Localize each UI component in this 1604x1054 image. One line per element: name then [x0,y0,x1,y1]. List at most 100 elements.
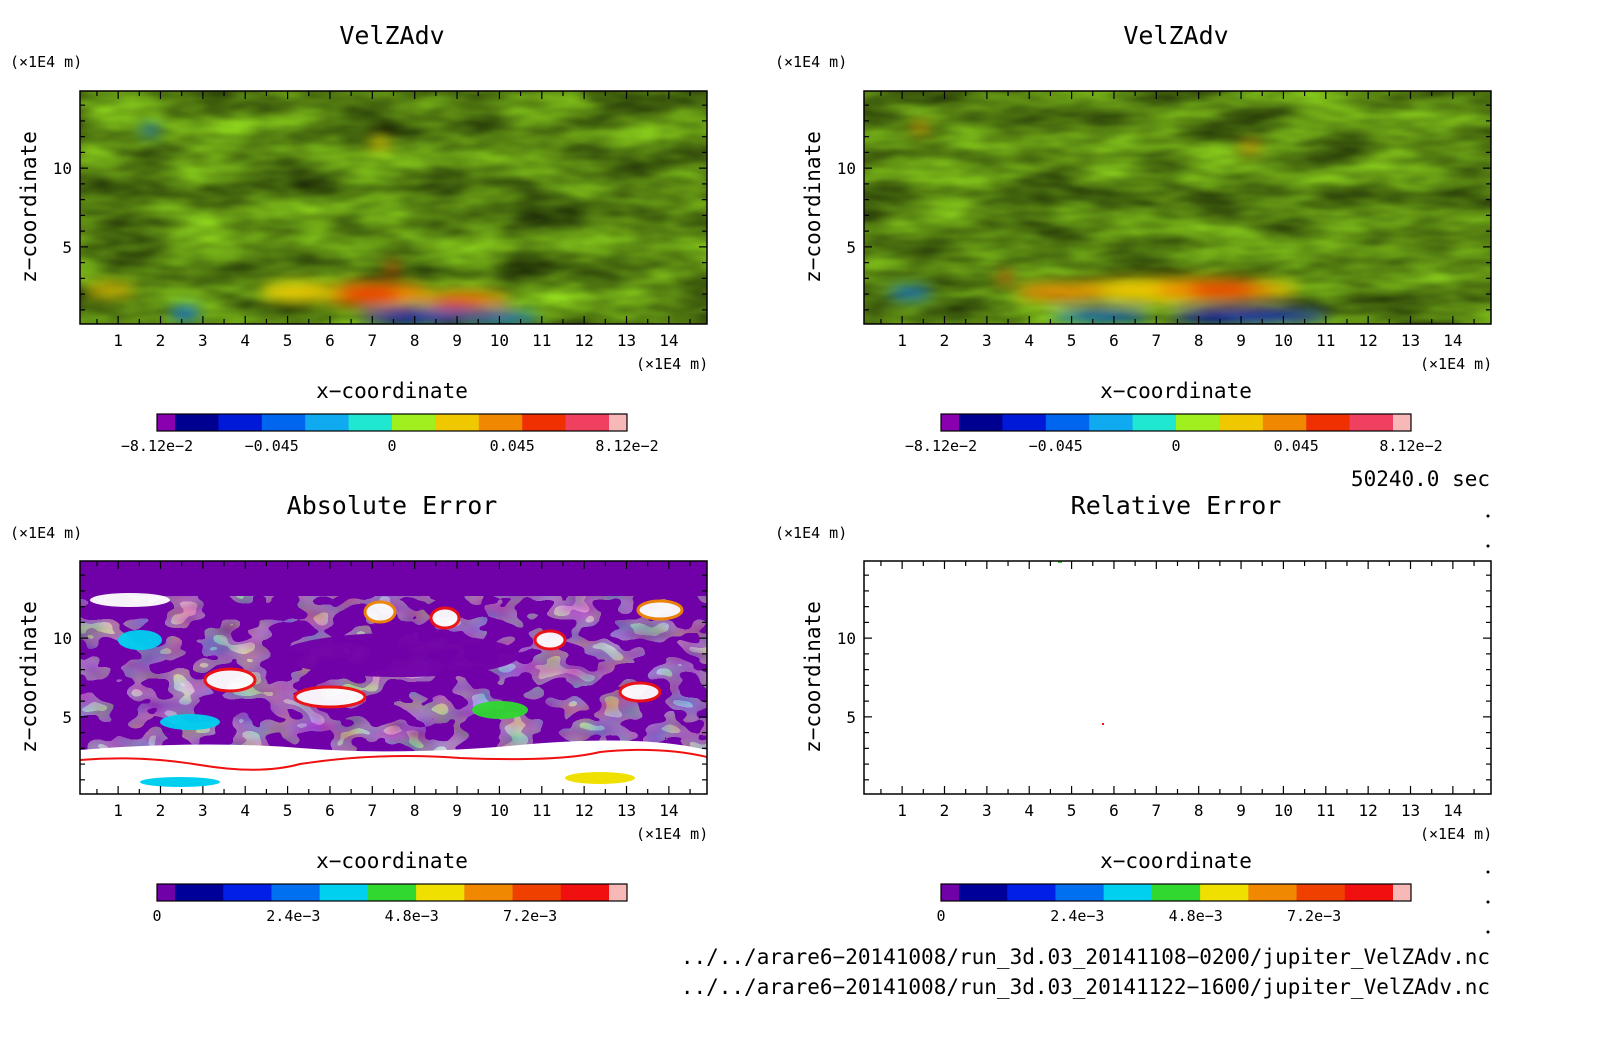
colorbar-segment [1176,414,1220,431]
x-tick-label: 14 [1443,801,1462,820]
x-tick-label: 4 [240,801,250,820]
colorbar-tick-label: 7.2e−3 [1287,907,1341,925]
y-tick-label: 10 [53,159,72,178]
panel-title: VelZAdv [1123,21,1228,50]
colorbar-tick-label: 0 [936,907,945,925]
y-tick-label: 5 [62,708,72,727]
y-unit-label: (×1E4 m) [10,53,82,71]
x-tick-label: 10 [490,801,509,820]
x-axis-label: x−coordinate [316,379,468,403]
x-tick-label: 10 [1274,331,1293,350]
y-tick-label: 5 [846,708,856,727]
x-ticks: 1 2 3 4 5 6 7 8 9 10 11 12 13 14 [96,561,691,820]
x-unit-label: (×1E4 m) [1420,825,1492,843]
colorbar: 0 2.4e−3 4.8e−3 7.2e−3 [152,883,628,925]
colorbar-segment [435,414,480,431]
x-ticks: 1 2 3 4 5 6 7 8 9 10 11 12 13 14 [880,561,1475,820]
panel-title: VelZAdv [339,21,444,50]
colorbar-tick-label: 0.045 [490,437,535,455]
colorbar-segment [305,414,350,431]
x-tick-label: 8 [1194,801,1204,820]
colorbar-segment [175,414,219,431]
x-tick-label: 13 [1401,801,1420,820]
colorbar-segment [1306,414,1351,431]
x-unit-label: (×1E4 m) [636,355,708,373]
colorbar-segment [367,884,417,901]
x-tick-label: 7 [1151,331,1161,350]
colorbar-tick-label: 4.8e−3 [385,907,439,925]
x-tick-label: 6 [1109,801,1119,820]
x-tick-label: 14 [659,801,678,820]
x-tick-label: 3 [982,801,992,820]
x-tick-label: 1 [897,331,907,350]
colorbar-segment [1151,884,1201,901]
x-tick-label: 3 [982,331,992,350]
x-tick-label: 5 [1067,331,1077,350]
colorbar-segment [416,884,465,901]
colorbar-segment [512,884,562,901]
colorbar-tick-label: 0 [387,437,396,455]
colorbar-segment [478,414,523,431]
colorbar-segment [959,884,1008,901]
x-axis-label: x−coordinate [1100,849,1252,873]
colorbar-tick-label: 0.045 [1274,437,1319,455]
y-tick-label: 5 [846,238,856,257]
colorbar-frame [940,883,1412,902]
x-axis-label: x−coordinate [316,849,468,873]
colorbar-tick-label: 0 [152,907,161,925]
colorbar-frame [156,883,628,902]
colorbar-segment [609,884,628,901]
x-tick-label: 14 [1443,331,1462,350]
y-unit-label: (×1E4 m) [775,53,847,71]
x-tick-label: 3 [198,331,208,350]
x-tick-label: 12 [575,331,594,350]
x-tick-label: 1 [113,801,123,820]
x-ticks: 1 2 3 4 5 6 7 8 9 10 11 12 13 14 [880,91,1475,350]
colorbar-segment [157,884,176,901]
colorbar-segment [1349,414,1394,431]
x-tick-label: 11 [532,331,551,350]
x-tick-label: 11 [1316,801,1335,820]
x-tick-label: 12 [1359,331,1378,350]
x-tick-label: 4 [1024,801,1034,820]
time-label: 50240.0 sec [1351,467,1490,491]
y-tick-label: 5 [62,238,72,257]
colorbar-tick-label: 2.4e−3 [1050,907,1104,925]
x-tick-label: 14 [659,331,678,350]
panel-velzadv-2: VelZAdv (×1E4 m) 1 2 3 4 5 6 7 8 9 10 11 12 13 14510 … [775,21,1492,455]
file-path-2: ../../arare6−20141008/run_3d.03_20141122… [681,975,1490,999]
colorbar-tick-label: 8.12e−2 [595,437,658,455]
x-tick-label: 10 [1274,801,1293,820]
colorbar-segment [1219,414,1264,431]
y-tick-label: 10 [837,159,856,178]
x-tick-label: 3 [198,801,208,820]
x-tick-label: 6 [1109,331,1119,350]
colorbar-segment [1296,884,1346,901]
y-unit-label: (×1E4 m) [775,524,847,542]
x-unit-label: (×1E4 m) [636,825,708,843]
colorbar-segment [1262,414,1307,431]
y-ticks: 5 10 [53,574,707,781]
y-unit-label: (×1E4 m) [10,524,82,542]
colorbar-segment [392,414,436,431]
panel-relative-error: Relative Error (×1E4 m) 1 2 3 4 5 6 7 8 9 10 11 12 1… [775,491,1492,925]
heatmap-field [864,91,1491,324]
colorbar-tick-label: −8.12e−2 [121,437,193,455]
colorbar-tick-label: −8.12e−2 [905,437,977,455]
x-tick-label: 6 [325,331,335,350]
colorbar-frame [156,413,628,432]
colorbar-segment [1248,884,1298,901]
colorbar-tick-label: −0.045 [1029,437,1083,455]
colorbar-tick-label: 2.4e−3 [266,907,320,925]
colorbar-tick-label: 8.12e−2 [1379,437,1442,455]
x-tick-label: 13 [617,801,636,820]
x-tick-label: 2 [156,801,166,820]
x-tick-label: 13 [1401,331,1420,350]
colorbar-segment [565,414,610,431]
colorbar-segment [464,884,514,901]
y-axis-label: z−coordinate [17,131,41,283]
x-axis-label: x−coordinate [1100,379,1252,403]
y-ticks: 5 10 [837,574,1491,781]
colorbar-segment [1007,884,1056,901]
colorbar-segment [1103,884,1153,901]
